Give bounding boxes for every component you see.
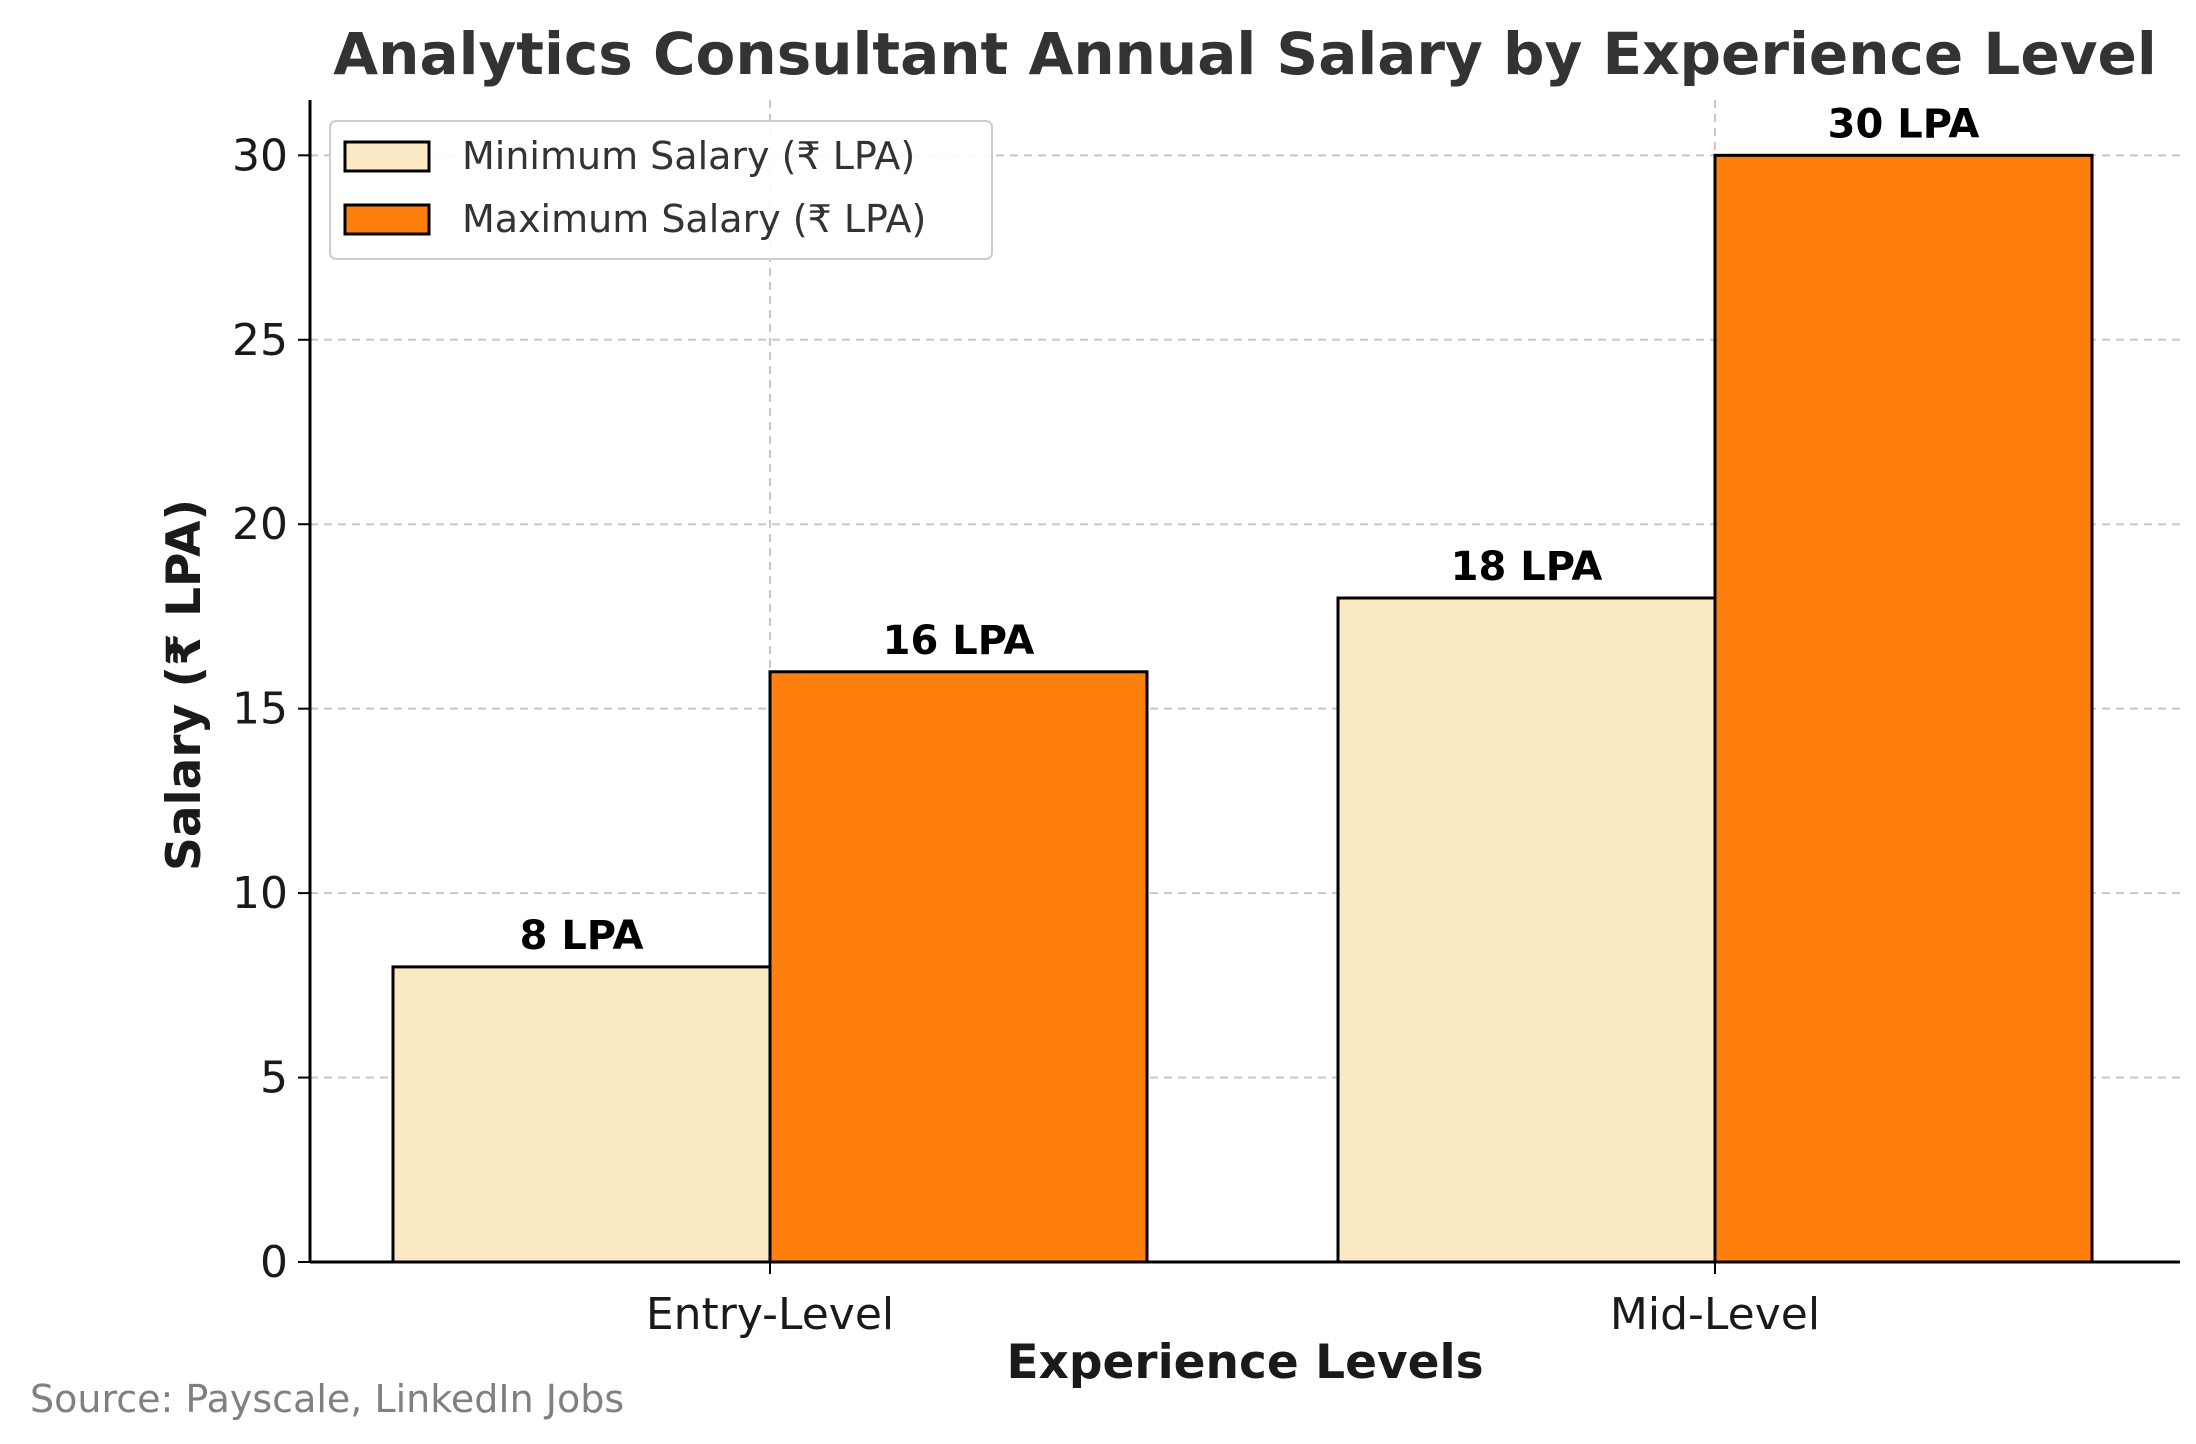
- legend-entry-label: Maximum Salary (₹ LPA): [462, 197, 926, 241]
- bar: [391, 965, 772, 1264]
- bar-value-label: 30 LPA: [1828, 101, 1980, 147]
- y-tick-label: 0: [260, 1237, 288, 1288]
- ticks-group: 0 5 10 15 20 25 30 Entry-Level Mid-Level: [232, 130, 1820, 1340]
- y-tick-label: 15: [232, 684, 288, 735]
- chart-title: Analytics Consultant Annual Salary by Ex…: [333, 20, 2156, 88]
- axes-group: [308, 100, 2180, 1264]
- y-tick-label: 10: [232, 868, 288, 919]
- y-tick-label: 25: [232, 315, 288, 366]
- bar-value-label: 16 LPA: [883, 618, 1035, 664]
- legend-swatch: [343, 140, 431, 173]
- y-tick-label: 5: [260, 1053, 288, 1104]
- legend: Minimum Salary (₹ LPA) Maximum Salary (₹ …: [329, 120, 993, 260]
- legend-box: [329, 120, 993, 260]
- legend-swatch: [343, 203, 431, 236]
- y-tick-label: 30: [232, 130, 288, 181]
- x-tick-label: Entry-Level: [646, 1289, 894, 1340]
- bar-value-label: 8 LPA: [520, 913, 644, 959]
- bar-value-label: 18 LPA: [1451, 544, 1603, 590]
- bar: [1713, 153, 2094, 1264]
- y-axis-label: Salary (₹ LPA): [157, 499, 212, 871]
- y-tick-label: 20: [232, 499, 288, 550]
- x-tick-label: Mid-Level: [1610, 1289, 1820, 1340]
- x-axis-label: Experience Levels: [1006, 1335, 1483, 1390]
- bars-group: [391, 153, 2094, 1264]
- source-note: Source: Payscale, LinkedIn Jobs: [30, 1377, 624, 1421]
- bar-labels-group: 8 LPA 18 LPA 16 LPA 30 LPA: [520, 101, 1980, 959]
- legend-entry-label: Minimum Salary (₹ LPA): [462, 134, 915, 178]
- bar: [1336, 596, 1717, 1264]
- bar: [768, 670, 1149, 1264]
